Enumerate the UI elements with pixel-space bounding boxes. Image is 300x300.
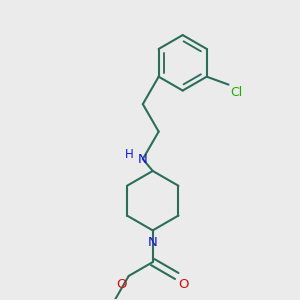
Text: H: H <box>124 148 133 160</box>
Text: Cl: Cl <box>230 85 243 99</box>
Text: N: N <box>138 153 148 166</box>
Text: O: O <box>179 278 189 291</box>
Text: O: O <box>116 278 127 291</box>
Text: N: N <box>148 236 158 249</box>
